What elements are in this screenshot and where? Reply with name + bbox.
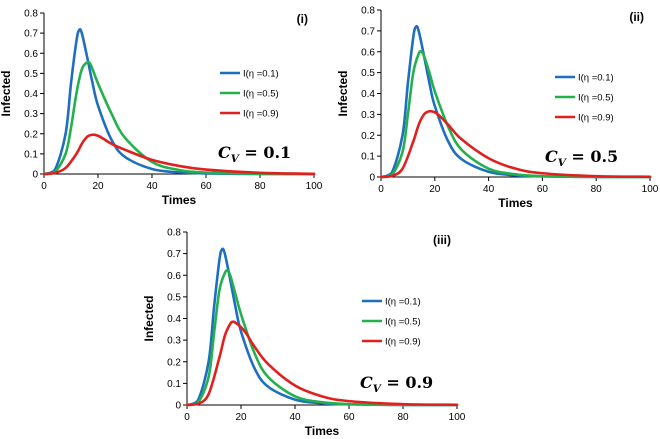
x-tick-label: 80 xyxy=(254,181,266,192)
y-tick-label: 0.4 xyxy=(361,89,375,100)
x-axis-label: Times xyxy=(305,424,340,438)
panel-label: (i) xyxy=(297,12,308,26)
y-tick-label: 0.8 xyxy=(361,6,375,17)
panel-label: (iii) xyxy=(433,233,451,247)
y-tick-label: 0.1 xyxy=(167,379,181,390)
chart-panel: 0 0.1 0.2 0.3 0.4 0.5 0.6 0.7 0.8 0 20 40 60 80 100 Tim… xyxy=(0,9,323,208)
y-tick-label: 0.8 xyxy=(167,228,181,239)
x-tick-label: 40 xyxy=(289,412,301,423)
cv-label: CV = 0.5 xyxy=(545,147,618,169)
series-line xyxy=(42,60,316,176)
legend-entry: I(η =0.9) xyxy=(243,109,279,120)
x-tick-label: 100 xyxy=(642,184,659,195)
legend-entry: I(η =0.1) xyxy=(243,69,279,80)
x-tick-label: 100 xyxy=(449,412,466,423)
y-tick-label: 0.8 xyxy=(24,9,38,20)
series-line xyxy=(42,133,316,176)
y-tick-label: 0.1 xyxy=(24,149,38,160)
legend-entry: I(η =0.9) xyxy=(578,113,614,124)
x-tick-label: 80 xyxy=(397,412,409,423)
y-tick-label: 0.5 xyxy=(167,292,181,303)
legend-entry: I(η =0.1) xyxy=(385,297,421,308)
x-tick-label: 0 xyxy=(378,184,384,195)
series-line xyxy=(185,269,459,407)
y-tick-label: 0.2 xyxy=(361,131,375,142)
y-tick-label: 0.3 xyxy=(361,110,375,121)
y-tick-label: 0.7 xyxy=(167,249,181,260)
legend: I(η =0.1) I(η =0.5) I(η =0.9) xyxy=(220,69,279,120)
y-tick-label: 0.7 xyxy=(24,29,38,40)
y-tick-label: 0.3 xyxy=(167,336,181,347)
x-tick-label: 40 xyxy=(146,181,158,192)
y-tick-label: 0.1 xyxy=(361,152,375,163)
x-tick-label: 20 xyxy=(235,412,247,423)
y-tick-label: 0.2 xyxy=(167,357,181,368)
x-tick-label: 40 xyxy=(483,184,495,195)
x-axis-label: Times xyxy=(162,193,197,207)
cv-label: CV = 0.1 xyxy=(218,143,291,165)
y-tick-label: 0 xyxy=(32,170,38,181)
chart-panel: 0 0.1 0.2 0.3 0.4 0.5 0.6 0.7 0.8 0 20 40 60 80 100 Tim… xyxy=(336,6,659,211)
cv-label: CV = 0.9 xyxy=(360,373,433,395)
series-line xyxy=(379,109,652,179)
x-tick-label: 0 xyxy=(41,181,47,192)
y-tick-label: 0.4 xyxy=(24,89,38,100)
x-axis-label: Times xyxy=(498,196,533,210)
y-tick-label: 0.6 xyxy=(24,49,38,60)
y-tick-label: 0.6 xyxy=(361,47,375,58)
legend: I(η =0.1) I(η =0.5) I(η =0.9) xyxy=(362,297,421,348)
x-tick-label: 20 xyxy=(92,181,104,192)
y-tick-label: 0 xyxy=(369,173,375,184)
legend-entry: I(η =0.5) xyxy=(578,93,614,104)
legend-entry: I(η =0.5) xyxy=(243,89,279,100)
y-tick-label: 0.3 xyxy=(24,109,38,120)
y-tick-label: 0.4 xyxy=(167,314,181,325)
y-tick-label: 0.7 xyxy=(361,26,375,37)
y-tick-label: 0.2 xyxy=(24,129,38,140)
panel-label: (ii) xyxy=(629,10,644,24)
x-tick-label: 100 xyxy=(306,181,323,192)
y-axis-label: Infected xyxy=(142,295,156,341)
series-line xyxy=(42,27,316,176)
y-axis-label: Infected xyxy=(336,70,350,116)
x-tick-label: 20 xyxy=(429,184,441,195)
x-tick-label: 0 xyxy=(184,412,190,423)
x-tick-label: 60 xyxy=(537,184,549,195)
legend-entry: I(η =0.9) xyxy=(385,337,421,348)
x-tick-label: 60 xyxy=(343,412,355,423)
y-tick-label: 0.5 xyxy=(24,69,38,80)
y-axis-label: Infected xyxy=(0,70,13,116)
legend-entry: I(η =0.1) xyxy=(578,73,614,84)
chart-panel: 0 0.1 0.2 0.3 0.4 0.5 0.6 0.7 0.8 0 20 40 60 80 100 Tim… xyxy=(142,228,466,439)
legend-entry: I(η =0.5) xyxy=(385,317,421,328)
x-tick-label: 80 xyxy=(591,184,603,195)
series-line xyxy=(379,50,652,179)
y-tick-label: 0.6 xyxy=(167,271,181,282)
series-line xyxy=(185,320,459,407)
x-tick-label: 60 xyxy=(200,181,212,192)
legend: I(η =0.1) I(η =0.5) I(η =0.9) xyxy=(555,73,614,124)
y-tick-label: 0.5 xyxy=(361,68,375,79)
y-tick-label: 0 xyxy=(175,401,181,412)
